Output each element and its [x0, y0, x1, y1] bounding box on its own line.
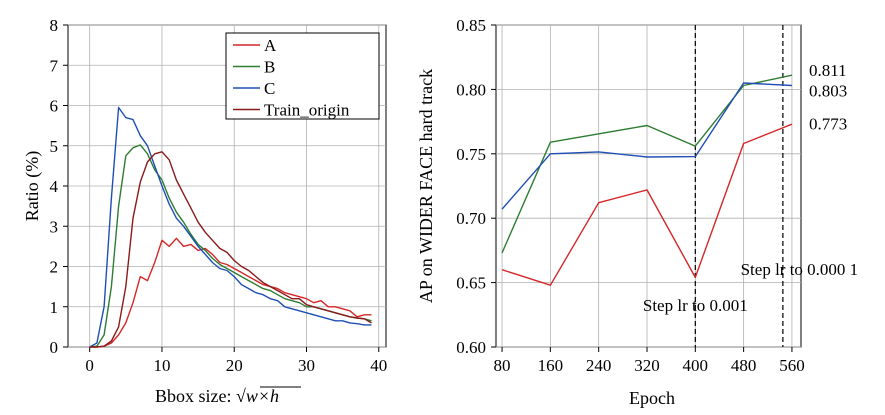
ratio-series	[89, 106, 372, 348]
legend-items: ABC Train_origin	[233, 36, 350, 120]
x-tick-label: 560	[779, 356, 805, 375]
legend-label: A	[264, 36, 277, 55]
end-value-label: 0.773	[809, 115, 847, 134]
lr-step-label: Step lr to 0.000 1	[741, 260, 859, 279]
y-tick-label: 7	[50, 56, 59, 75]
end-value-label: 0.803	[809, 82, 847, 101]
ap-y-ticks: 0.60 0.65 0.70 0.75 0.80 0.85	[456, 16, 496, 357]
lr-step-lines: Step lr to 0.001 Step lr to 0.000 1	[643, 25, 858, 347]
ratio-x-axis-label-math: √w×h	[236, 386, 279, 406]
x-tick-label: 80	[494, 356, 511, 375]
x-tick-label: 480	[731, 356, 757, 375]
ap-chart: 80 160 240 320 400 480 560 0.60 0.65 0.70 0.75 0.8…	[416, 16, 858, 408]
series-b	[89, 144, 372, 348]
y-tick-label: 5	[50, 137, 59, 156]
ratio-y-axis-label: Ratio (%)	[22, 151, 43, 221]
y-tick-label: 0.85	[456, 16, 486, 35]
ap-end-labels: 0.811 0.803 0.773	[809, 61, 847, 133]
legend-box	[225, 32, 380, 120]
x-tick-label: 10	[153, 356, 170, 375]
ratio-chart: 0 10 20 30 40 0 1 2 3 4 5 6 7 8 ABC Train_origin Bbox…	[22, 16, 387, 406]
ratio-y-ticks: 0 1 2 3 4 5 6 7 8	[50, 16, 68, 357]
legend-label: C	[264, 79, 275, 98]
y-tick-label: 6	[50, 97, 59, 116]
x-tick-label: 240	[586, 356, 612, 375]
y-tick-label: 0.65	[456, 274, 486, 293]
x-tick-label: 160	[538, 356, 564, 375]
x-tick-label: 40	[370, 356, 387, 375]
y-tick-label: 1	[50, 298, 59, 317]
ap-y-axis-label: AP on WIDER FACE hard track	[416, 69, 436, 303]
x-tick-label: 0	[85, 356, 94, 375]
legend-label: Train_origin	[264, 101, 350, 120]
series-train-origin	[89, 151, 372, 348]
ap-series	[501, 74, 793, 286]
lr-step-label: Step lr to 0.001	[643, 296, 748, 315]
series-line-2	[501, 82, 792, 210]
y-tick-label: 0.70	[456, 209, 486, 228]
ratio-x-ticks: 0 10 20 30 40	[85, 347, 387, 375]
x-tick-label: 400	[683, 356, 709, 375]
legend-label: B	[264, 58, 275, 77]
ap-x-axis-label: Epoch	[629, 388, 675, 408]
series-a	[89, 237, 372, 348]
y-tick-label: 0.75	[456, 145, 486, 164]
ratio-legend: ABC Train_origin	[225, 32, 380, 120]
x-tick-label: 20	[226, 356, 243, 375]
end-value-label: 0.811	[809, 61, 847, 80]
y-tick-label: 2	[50, 258, 59, 277]
ap-x-ticks: 80 160 240 320 400 480 560	[494, 347, 805, 375]
y-tick-label: 0.80	[456, 80, 486, 99]
x-tick-label: 30	[298, 356, 315, 375]
series-c	[89, 106, 372, 348]
y-tick-label: 8	[50, 16, 59, 35]
series-line-3	[501, 123, 793, 286]
y-tick-label: 0	[50, 338, 59, 357]
y-tick-label: 4	[50, 177, 59, 196]
y-tick-label: 3	[50, 217, 59, 236]
y-tick-label: 0.60	[456, 338, 486, 357]
ratio-x-axis-label: Bbox size: √w×h	[155, 386, 279, 406]
x-tick-label: 320	[634, 356, 660, 375]
